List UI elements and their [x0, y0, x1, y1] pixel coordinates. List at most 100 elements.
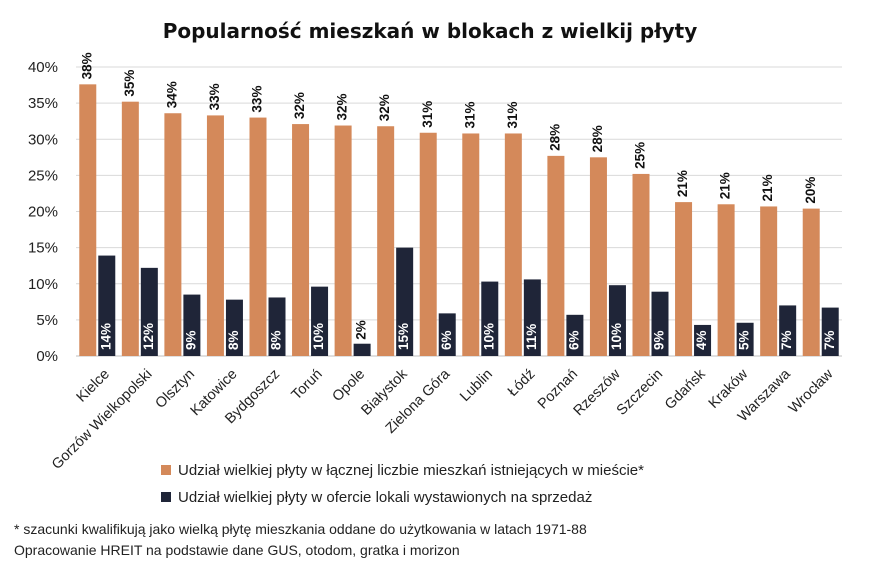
- data-label-series-2: 10%: [609, 323, 624, 350]
- legend-label-series-2: Udział wielkiej płyty w ofercie lokali w…: [178, 489, 592, 506]
- bar-series-2: [225, 299, 243, 356]
- legend-swatch-series-1: [161, 465, 171, 475]
- bar-series-2: [523, 279, 541, 356]
- footnote-source: Opracowanie HREIT na podstawie dane GUS,…: [14, 542, 460, 558]
- bar-series-2: [98, 255, 116, 356]
- x-tick-label: Szczecin: [614, 366, 666, 418]
- bar-series-1: [802, 208, 820, 356]
- data-label-series-2: 10%: [481, 323, 496, 350]
- bar-series-2: [183, 294, 201, 356]
- y-tick-label: 0%: [36, 348, 58, 365]
- x-tick-label: Opole: [330, 366, 369, 405]
- gridlines: [76, 66, 842, 357]
- data-label-series-1: 32%: [335, 93, 350, 120]
- bar-series-2: [821, 307, 839, 356]
- bar-series-1: [79, 84, 97, 356]
- x-tick-label: Toruń: [289, 366, 326, 403]
- data-label-series-1: 25%: [633, 142, 648, 169]
- x-tick-label: Wrocław: [786, 366, 837, 417]
- bar-series-2: [268, 297, 286, 356]
- data-label-series-1: 31%: [420, 101, 435, 128]
- legend-label-series-1: Udział wielkiej płyty w łącznej liczbie …: [178, 462, 644, 479]
- bar-series-1: [462, 133, 480, 356]
- x-tick-label: Kielce: [74, 366, 113, 405]
- data-label-series-1: 32%: [377, 94, 392, 121]
- y-tick-label: 25%: [28, 167, 58, 184]
- y-tick-label: 35%: [28, 95, 58, 112]
- data-label-series-1: 28%: [547, 124, 562, 151]
- bar-series-1: [334, 125, 352, 357]
- data-label-series-2: 9%: [183, 330, 198, 350]
- bar-series-1: [121, 101, 139, 357]
- x-tick-label: Gdańsk: [662, 366, 709, 413]
- y-tick-label: 30%: [28, 131, 58, 148]
- data-label-series-2: 14%: [98, 323, 113, 350]
- x-tick-label: Lublin: [457, 366, 496, 405]
- data-label-series-2: 6%: [566, 330, 581, 350]
- bar-series-1: [547, 155, 565, 356]
- bar-series-2: [311, 286, 329, 356]
- y-tick-label: 10%: [28, 276, 58, 293]
- bar-series-2: [438, 313, 456, 356]
- y-tick-label: 15%: [28, 240, 58, 257]
- bar-series-2: [736, 322, 754, 356]
- data-label-series-1: 31%: [505, 101, 520, 128]
- y-tick-label: 40%: [28, 59, 58, 76]
- data-label-series-1: 21%: [675, 170, 690, 197]
- data-label-series-1: 33%: [250, 86, 265, 113]
- bar-series-1: [419, 132, 437, 356]
- data-label-series-1: 32%: [292, 92, 307, 119]
- bar-series-2: [481, 281, 499, 356]
- bar-series-1: [504, 133, 522, 356]
- bar-series-2: [608, 285, 626, 356]
- data-label-series-2: 10%: [311, 323, 326, 350]
- data-label-series-1: 35%: [122, 70, 137, 97]
- footnote-methodology: * szacunki kwalifikują jako wielką płytę…: [14, 521, 587, 537]
- bar-series-1: [589, 157, 607, 356]
- bar-series-2: [566, 314, 584, 356]
- bar-series-2: [651, 291, 669, 356]
- data-label-series-1: 38%: [79, 52, 94, 79]
- bar-series-1: [249, 117, 267, 356]
- data-label-series-2: 5%: [737, 330, 752, 350]
- data-label-series-1: 21%: [760, 174, 775, 201]
- bar-series-1: [632, 173, 650, 356]
- bar-series-1: [717, 204, 735, 356]
- data-label-series-1: 34%: [164, 81, 179, 108]
- bar-series-1: [377, 126, 395, 357]
- chart-title: Popularność mieszkań w blokach z wielkij…: [163, 19, 698, 43]
- x-tick-label: Rzeszów: [571, 366, 624, 419]
- bar-series-1: [164, 113, 182, 357]
- data-label-series-2: 4%: [694, 330, 709, 350]
- bar-series-2: [779, 305, 797, 356]
- data-label-series-2: 8%: [226, 330, 241, 350]
- data-label-series-2: 8%: [269, 330, 284, 350]
- data-label-series-2: 15%: [396, 323, 411, 350]
- data-label-series-1: 20%: [803, 177, 818, 204]
- data-label-series-1: 33%: [207, 83, 222, 110]
- data-label-series-2: 9%: [652, 330, 667, 350]
- data-label-series-2: 6%: [439, 330, 454, 350]
- bars-group: 38% 14% 35% 12% 34% 9% 33% 8% 33% 8% 32% 10% 32% 2% 32…: [79, 52, 839, 357]
- bar-series-1: [760, 206, 778, 356]
- bar-series-1: [292, 124, 310, 356]
- data-label-series-1: 31%: [462, 101, 477, 128]
- data-label-series-2: 7%: [822, 330, 837, 350]
- data-label-series-1: 21%: [718, 172, 733, 199]
- legend-swatch-series-2: [161, 492, 171, 502]
- bar-series-2: [396, 247, 414, 356]
- bar-series-2: [140, 267, 158, 356]
- data-label-series-2: 2%: [354, 320, 369, 340]
- y-axis: 0% 5% 10% 15% 20% 25% 30% 35% 40%: [28, 59, 58, 365]
- bar-series-2: [353, 343, 371, 356]
- data-label-series-1: 28%: [590, 125, 605, 152]
- bar-series-1: [206, 115, 224, 356]
- data-label-series-2: 11%: [524, 324, 539, 350]
- y-tick-label: 20%: [28, 204, 58, 221]
- y-tick-label: 5%: [36, 312, 58, 329]
- bar-series-1: [675, 202, 693, 356]
- legend: Udział wielkiej płyty w łącznej liczbie …: [161, 462, 644, 506]
- data-label-series-2: 7%: [779, 330, 794, 350]
